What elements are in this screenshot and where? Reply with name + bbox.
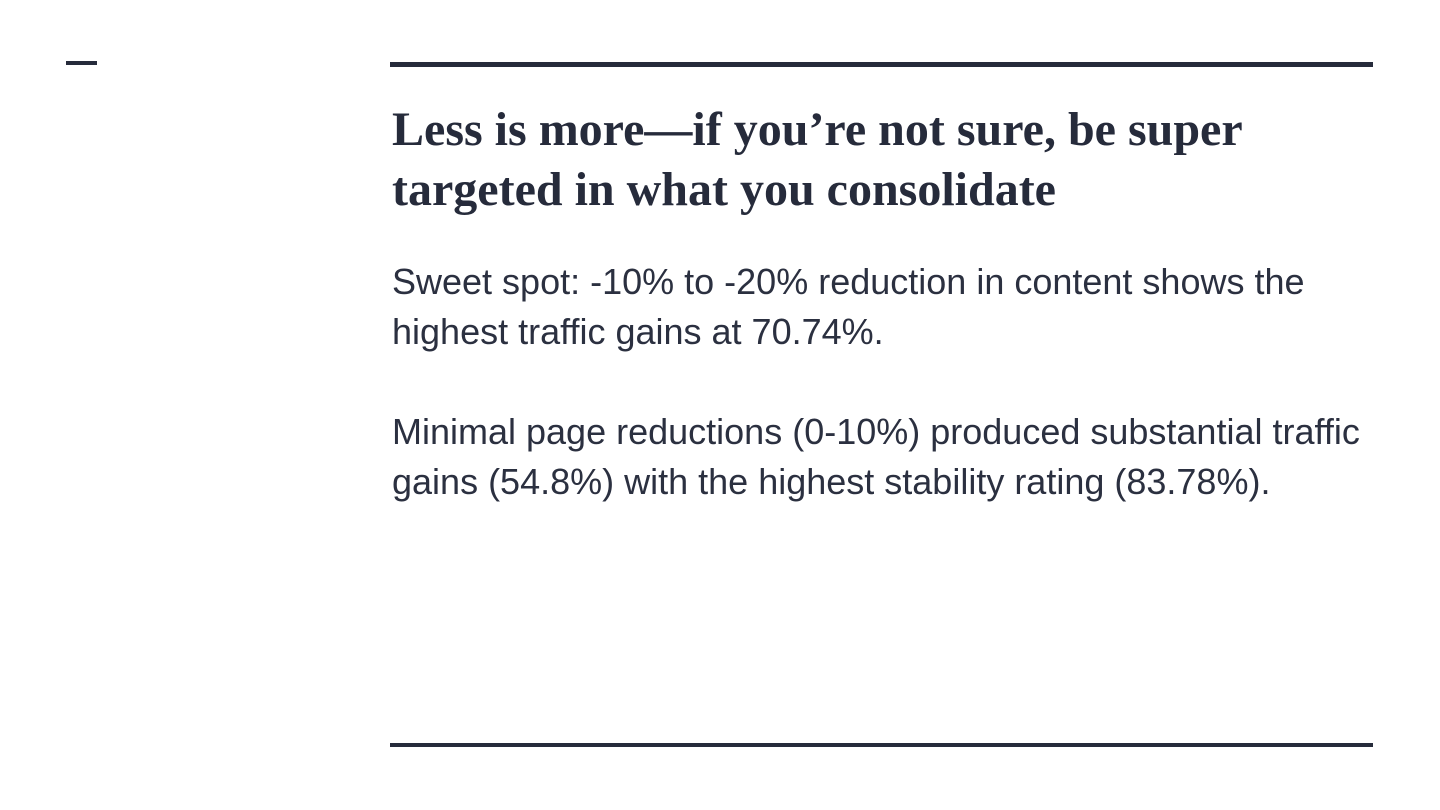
body-paragraph-sweet-spot: Sweet spot: -10% to -20% reduction in co…: [392, 261, 1305, 352]
body-paragraph-minimal-reductions: Minimal page reductions (0-10%) produced…: [392, 411, 1360, 502]
bottom-divider-line: [390, 743, 1373, 747]
slide-body-text-block: Sweet spot: -10% to -20% reduction in co…: [392, 257, 1392, 507]
top-divider-line: [390, 62, 1373, 67]
top-left-dash-decoration: [66, 61, 97, 65]
slide-title: Less is more—if you’re not sure, be supe…: [392, 103, 1242, 216]
